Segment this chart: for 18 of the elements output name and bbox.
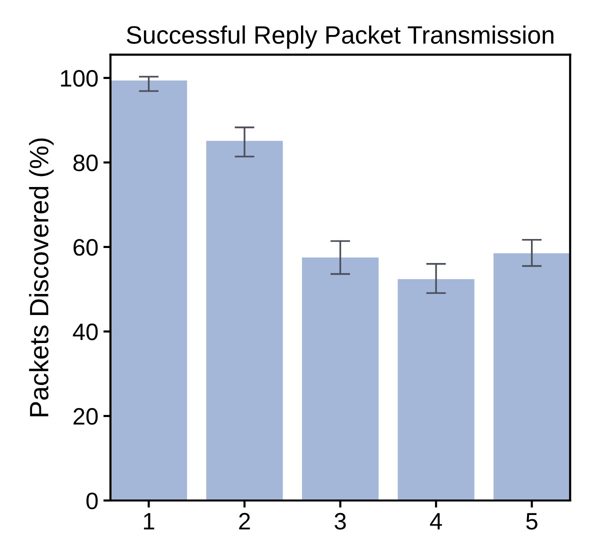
bar <box>110 80 188 501</box>
y-tick-label: 100 <box>61 70 98 87</box>
y-tick-label: 20 <box>74 408 98 425</box>
y-axis-title: Packets Discovered (%) <box>29 138 54 416</box>
x-tick-label: 1 <box>144 513 154 530</box>
x-tick-label: 3 <box>334 512 346 530</box>
x-tick-label: 4 <box>430 513 442 530</box>
x-tick-label: 2 <box>239 512 250 530</box>
y-tick-label: 0 <box>86 492 98 510</box>
bar <box>206 140 283 501</box>
chart-title: Successful Reply Packet Transmission <box>126 25 554 49</box>
bar <box>398 279 474 501</box>
y-tick-label: 60 <box>74 239 98 256</box>
x-tick-label: 5 <box>526 513 538 530</box>
bar <box>494 253 570 501</box>
bar <box>302 258 379 501</box>
y-tick-label: 40 <box>72 324 98 340</box>
y-tick-label: 80 <box>73 154 98 172</box>
